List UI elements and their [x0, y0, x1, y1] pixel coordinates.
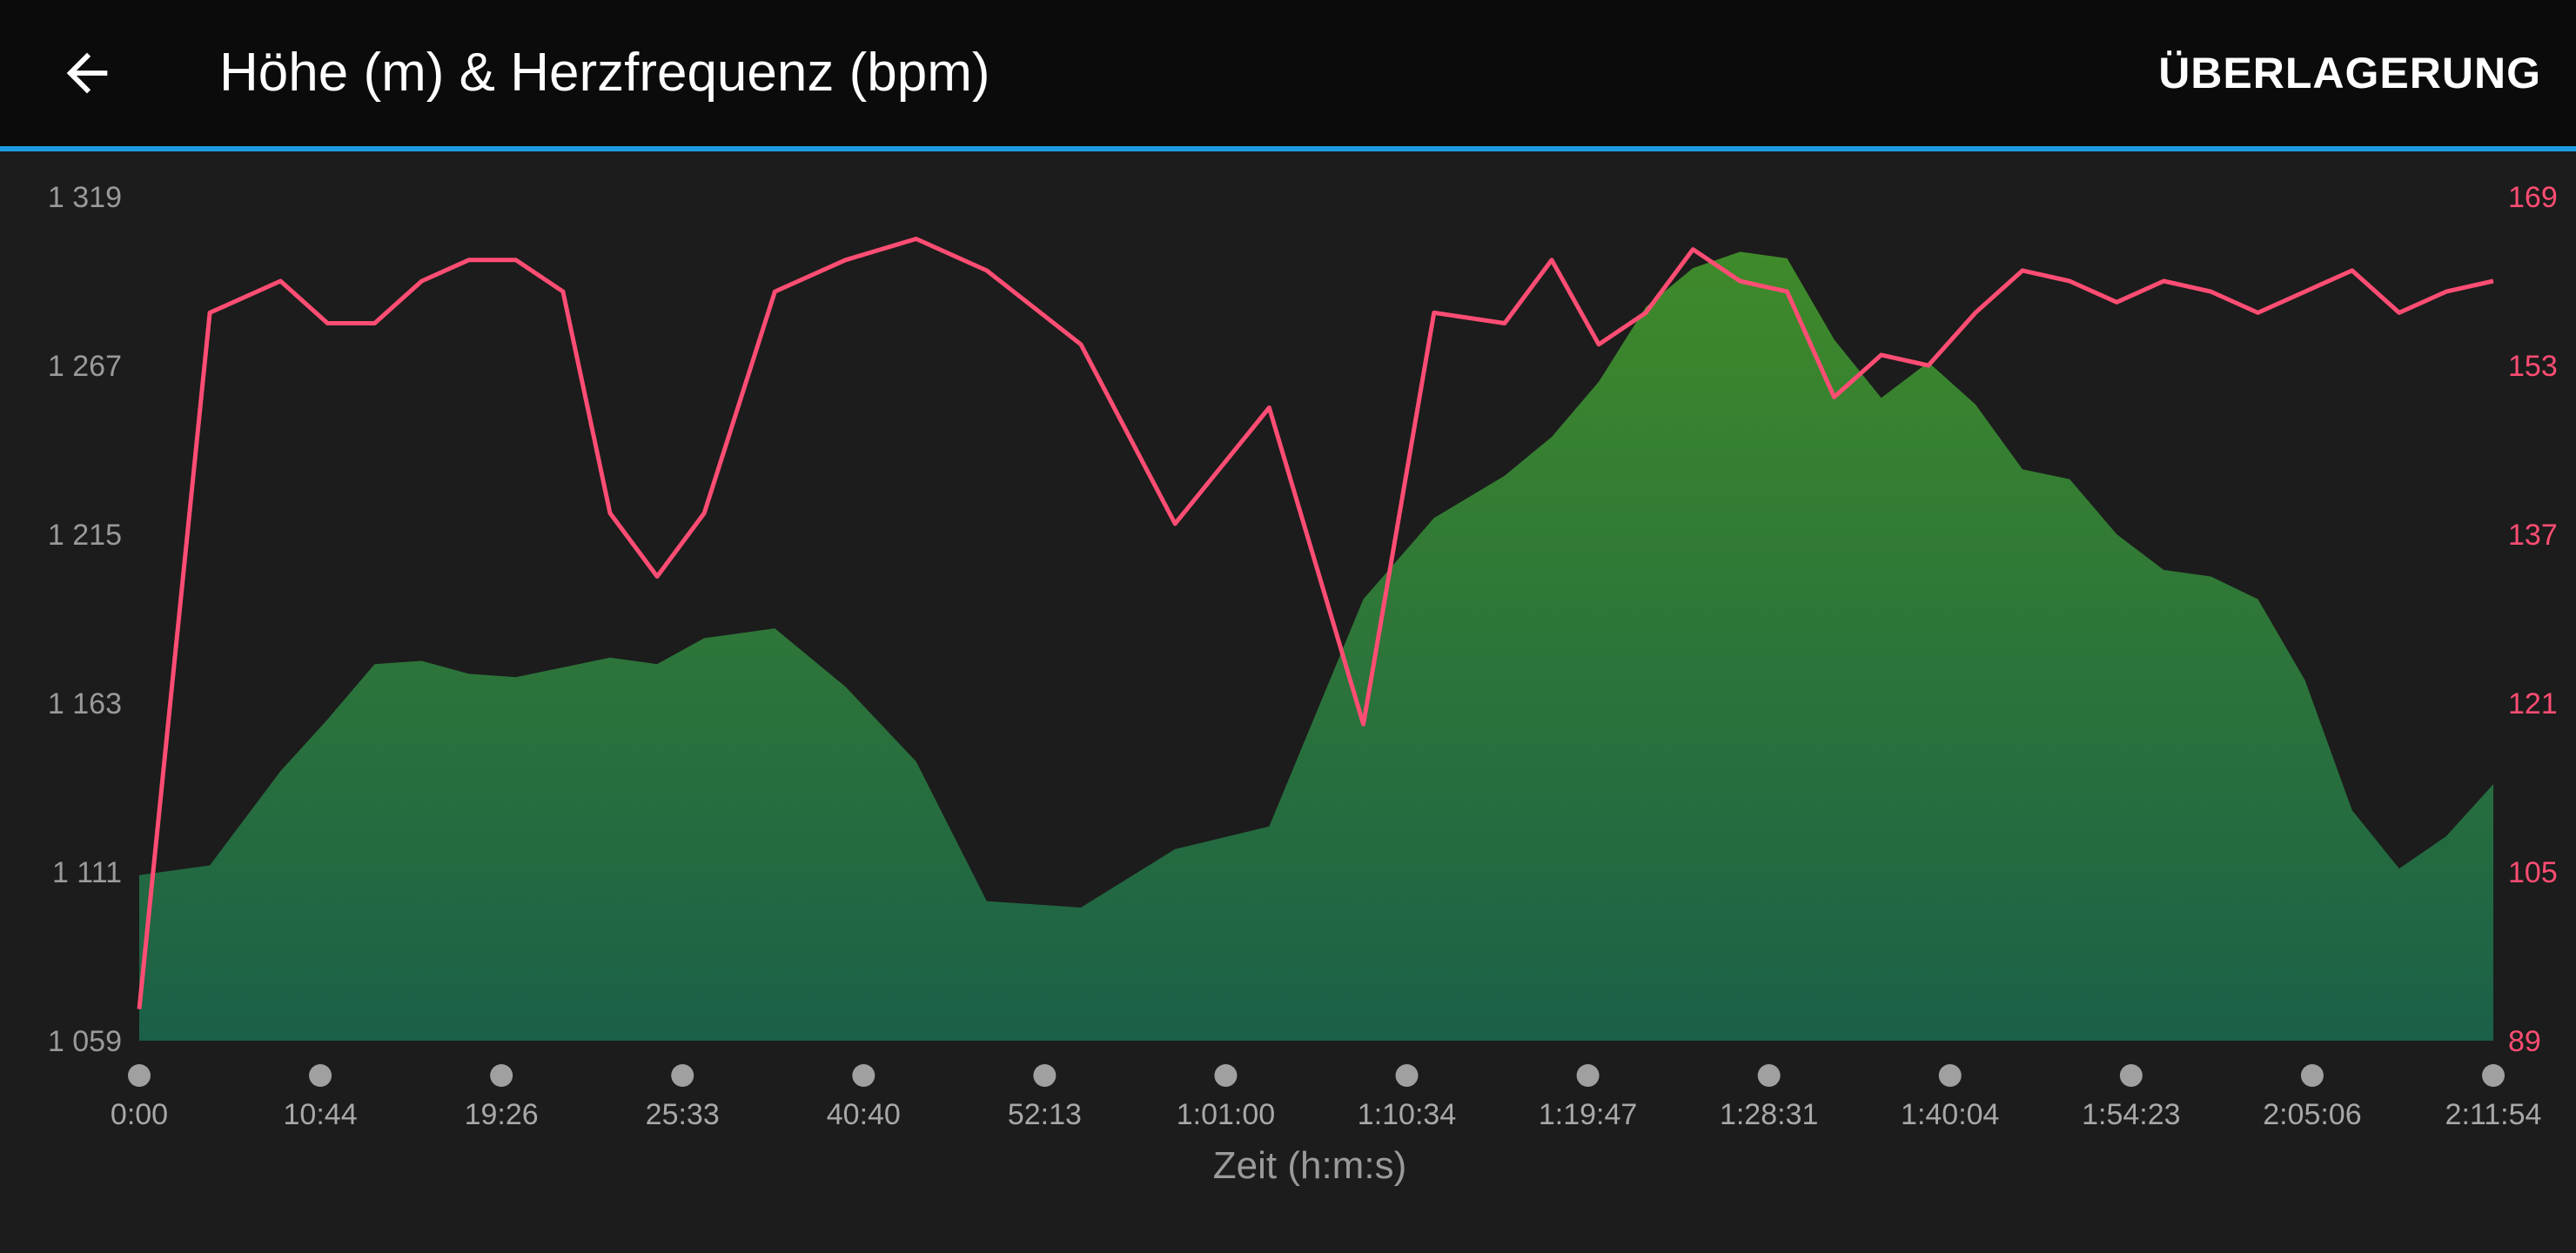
x-tick-marker — [671, 1064, 694, 1087]
x-tick-marker — [1395, 1064, 1419, 1087]
x-tick-label: 52:13 — [1008, 1098, 1082, 1131]
y-left-tick-label: 1 267 — [48, 350, 122, 383]
elevation-area — [139, 251, 2493, 1041]
y-left-tick-label: 1 163 — [48, 687, 122, 720]
x-tick-marker — [128, 1064, 151, 1087]
y-axis-right: 169 153 137 121 105 89 — [2508, 181, 2558, 1058]
x-tick-label: 40:40 — [827, 1098, 901, 1131]
y-left-tick-label: 1 059 — [48, 1025, 122, 1058]
header-accent-line — [0, 146, 2576, 151]
x-tick-marker — [2482, 1064, 2505, 1087]
x-tick-marker — [1576, 1064, 1600, 1087]
x-tick-marker — [309, 1064, 332, 1087]
arrow-left-icon — [66, 52, 108, 94]
x-axis-label: Zeit (h:m:s) — [1213, 1144, 1406, 1187]
x-tick-label: 1:40:04 — [1901, 1098, 1999, 1131]
y-right-tick-label: 89 — [2508, 1025, 2541, 1058]
y-axis-left: 1 319 1 267 1 215 1 163 1 111 1 059 — [48, 181, 122, 1058]
x-tick-marker — [1214, 1064, 1238, 1087]
x-tick-label: 1:01:00 — [1177, 1098, 1275, 1131]
app-header: Höhe (m) & Herzfrequenz (bpm) ÜBERLAGERU… — [0, 0, 2576, 146]
x-tick-label: 1:54:23 — [2082, 1098, 2180, 1131]
y-left-tick-label: 1 215 — [48, 519, 122, 552]
x-axis: 0:00 10:44 19:26 25:33 40:40 52:13 1:01:00 1:10… — [111, 1064, 2542, 1131]
y-right-tick-label: 121 — [2508, 687, 2558, 720]
x-tick-label: 1:19:47 — [1539, 1098, 1637, 1131]
x-tick-label: 10:44 — [284, 1098, 358, 1131]
x-tick-marker — [852, 1064, 875, 1087]
back-button[interactable] — [35, 31, 139, 115]
page-title: Höhe (m) & Herzfrequenz (bpm) — [219, 43, 990, 103]
y-right-tick-label: 105 — [2508, 856, 2558, 889]
x-tick-marker — [490, 1064, 513, 1087]
overlay-button[interactable]: ÜBERLAGERUNG — [2158, 49, 2541, 97]
x-tick-marker — [1033, 1064, 1057, 1087]
x-tick-marker — [1938, 1064, 1962, 1087]
x-tick-marker — [2300, 1064, 2324, 1087]
x-tick-marker — [2119, 1064, 2143, 1087]
y-right-tick-label: 153 — [2508, 350, 2558, 383]
x-tick-label: 1:10:34 — [1358, 1098, 1456, 1131]
x-tick-label: 2:05:06 — [2263, 1098, 2361, 1131]
elevation-heartrate-chart: 1 319 1 267 1 215 1 163 1 111 1 059 169 153 137… — [48, 181, 2558, 1187]
y-right-tick-label: 137 — [2508, 519, 2558, 552]
y-left-tick-label: 1 319 — [48, 181, 122, 214]
x-tick-label: 19:26 — [465, 1098, 539, 1131]
x-tick-label: 25:33 — [646, 1098, 720, 1131]
x-tick-label: 2:11:54 — [2445, 1098, 2542, 1131]
x-tick-label: 0:00 — [111, 1098, 168, 1131]
y-left-tick-label: 1 111 — [52, 856, 122, 889]
x-tick-marker — [1757, 1064, 1781, 1087]
heart-rate-line — [137, 237, 2494, 1009]
x-tick-label: 1:28:31 — [1720, 1098, 1818, 1131]
y-right-tick-label: 169 — [2508, 181, 2558, 214]
